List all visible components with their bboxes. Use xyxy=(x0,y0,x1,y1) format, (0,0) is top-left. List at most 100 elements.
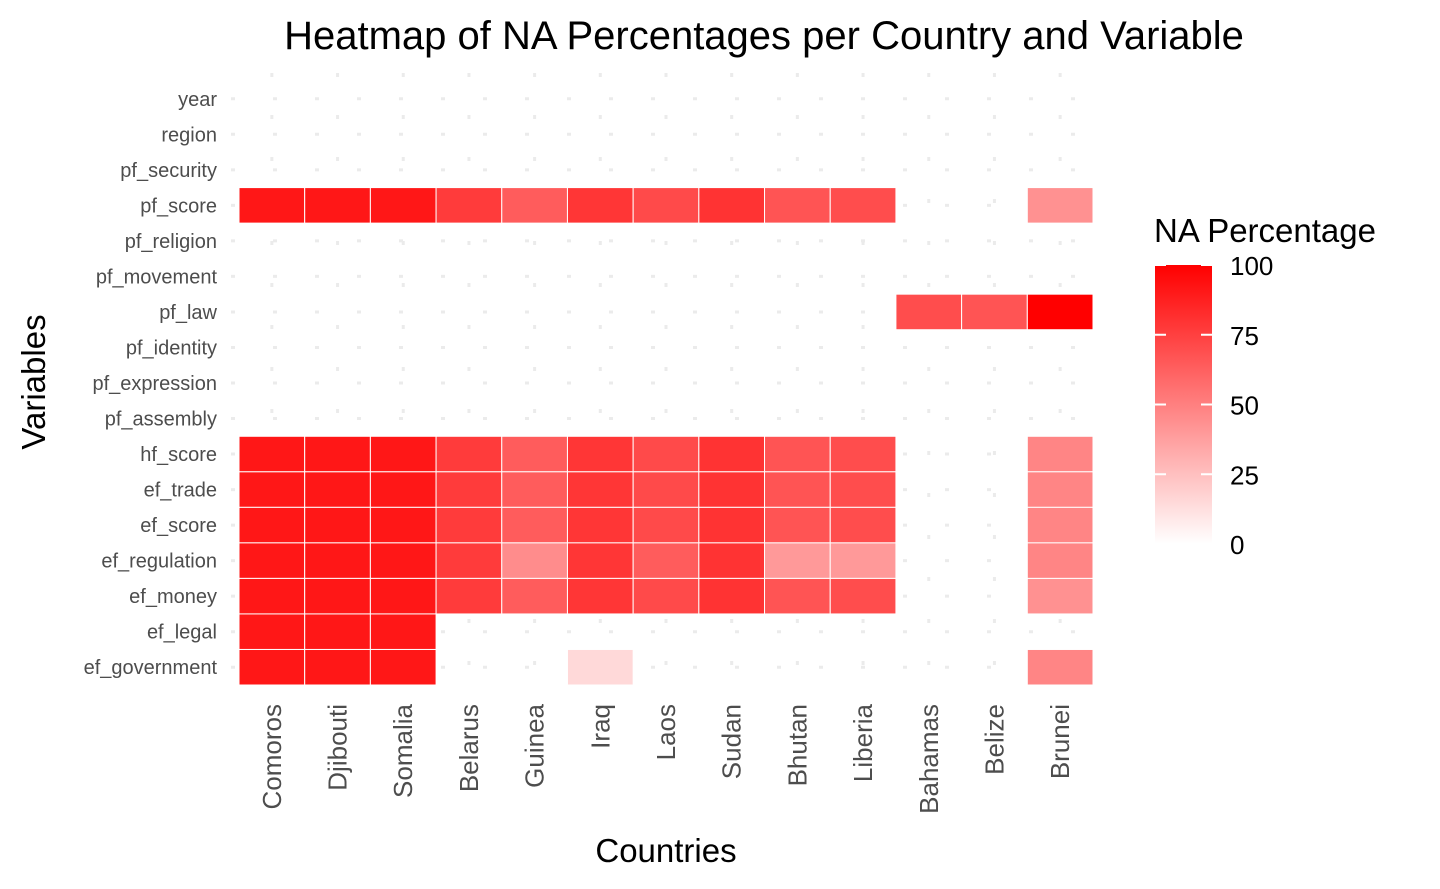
y-tick-label: year xyxy=(178,89,217,111)
heatmap-cell xyxy=(829,471,897,508)
x-tick-label: Bahamas xyxy=(914,704,944,814)
heatmap-cell xyxy=(1026,435,1094,473)
heatmap-cell xyxy=(632,435,700,473)
y-tick-label: pf_identity xyxy=(126,337,217,359)
y-tick-label: pf_movement xyxy=(96,266,218,288)
legend-tick-label: 75 xyxy=(1230,321,1259,351)
heatmap-cell xyxy=(764,506,831,544)
heatmap-cell xyxy=(566,506,634,544)
heatmap-cells xyxy=(238,187,1094,686)
y-tick-label: pf_expression xyxy=(92,373,217,395)
legend: NA Percentage 0 25 50 75 100 xyxy=(1154,212,1376,560)
y-tick-label: ef_regulation xyxy=(101,551,217,573)
heatmap-cell xyxy=(829,187,897,224)
heatmap-cell xyxy=(698,542,766,579)
x-tick-label: Djibouti xyxy=(323,704,353,791)
heatmap-cell xyxy=(829,577,897,615)
heatmap-cell xyxy=(501,435,568,473)
heatmap-cell xyxy=(566,435,634,473)
heatmap-cell xyxy=(501,506,568,544)
x-tick-label: Brunei xyxy=(1045,704,1075,779)
heatmap-cell xyxy=(369,613,437,650)
heatmap-cell xyxy=(369,471,437,508)
heatmap-cell xyxy=(764,435,831,473)
y-tick-label: pf_security xyxy=(120,160,217,182)
heatmap-cell xyxy=(1026,542,1094,579)
heatmap-cell xyxy=(764,471,831,508)
chart-title: Heatmap of NA Percentages per Country an… xyxy=(284,14,1244,58)
heatmap-cell xyxy=(698,506,766,544)
heatmap-cell xyxy=(764,542,831,579)
heatmap-cell xyxy=(369,648,437,686)
heatmap-cell xyxy=(1026,293,1094,331)
heatmap-cell xyxy=(369,577,437,615)
heatmap-cell xyxy=(238,613,306,650)
heatmap-cell xyxy=(304,577,371,615)
heatmap-cell xyxy=(566,187,634,224)
heatmap-cell xyxy=(632,506,700,544)
heatmap-cell xyxy=(369,542,437,579)
y-tick-label: ef_government xyxy=(84,657,218,679)
heatmap-cell xyxy=(566,577,634,615)
y-tick-label: pf_law xyxy=(159,302,217,324)
heatmap-cell xyxy=(369,187,437,224)
heatmap-cell xyxy=(1026,648,1094,686)
heatmap-cell xyxy=(1026,471,1094,508)
heatmap-cell xyxy=(435,471,503,508)
heatmap-cell xyxy=(238,577,306,615)
heatmap-cell xyxy=(304,613,371,650)
heatmap-cell xyxy=(435,542,503,579)
y-tick-label: pf_assembly xyxy=(105,409,217,431)
legend-tick-label: 0 xyxy=(1230,530,1244,560)
heatmap-cell xyxy=(369,506,437,544)
heatmap-cell xyxy=(304,471,371,508)
x-tick-label: Guinea xyxy=(520,703,550,787)
heatmap-cell xyxy=(632,187,700,224)
heatmap-cell xyxy=(764,187,831,224)
y-tick-label: pf_religion xyxy=(125,231,217,253)
heatmap-cell xyxy=(304,435,371,473)
y-tick-label: ef_trade xyxy=(144,480,217,502)
heatmap-cell xyxy=(895,293,963,331)
heatmap-cell xyxy=(304,648,371,686)
heatmap-cell xyxy=(1026,187,1094,224)
heatmap-cell xyxy=(632,577,700,615)
y-tick-label: ef_money xyxy=(129,586,217,608)
heatmap-cell xyxy=(698,471,766,508)
y-tick-labels: year region pf_security pf_score pf_religion… xyxy=(84,89,218,679)
x-tick-label: Sudan xyxy=(717,704,747,779)
heatmap-cell xyxy=(304,506,371,544)
heatmap-cell xyxy=(961,293,1028,331)
x-tick-label: Bhutan xyxy=(782,704,812,786)
heatmap-cell xyxy=(435,577,503,615)
heatmap-cell xyxy=(501,187,568,224)
y-tick-label: region xyxy=(161,124,217,146)
x-axis-title: Countries xyxy=(595,832,736,869)
heatmap-cell xyxy=(238,471,306,508)
y-axis-title: Variables xyxy=(15,314,52,449)
heatmap-cell xyxy=(238,506,306,544)
heatmap-cell xyxy=(501,542,568,579)
heatmap-cell xyxy=(698,577,766,615)
heatmap-cell xyxy=(238,648,306,686)
legend-tick-label: 100 xyxy=(1230,251,1273,281)
heatmap-cell xyxy=(764,577,831,615)
heatmap-cell xyxy=(829,435,897,473)
x-tick-label: Belarus xyxy=(454,704,484,792)
y-tick-label: ef_legal xyxy=(147,622,217,644)
legend-tick-label: 25 xyxy=(1230,460,1259,490)
heatmap-cell xyxy=(1026,577,1094,615)
x-tick-label: Iraq xyxy=(585,704,615,749)
heatmap-cell xyxy=(501,471,568,508)
heatmap-cell xyxy=(435,506,503,544)
x-tick-label: Laos xyxy=(651,704,681,760)
legend-title: NA Percentage xyxy=(1154,212,1376,249)
heatmap-cell xyxy=(698,435,766,473)
heatmap-cell xyxy=(304,187,371,224)
heatmap-cell xyxy=(829,542,897,579)
heatmap-cell xyxy=(435,187,503,224)
heatmap-cell xyxy=(698,187,766,224)
heatmap-cell xyxy=(369,435,437,473)
x-tick-label: Belize xyxy=(979,704,1009,775)
